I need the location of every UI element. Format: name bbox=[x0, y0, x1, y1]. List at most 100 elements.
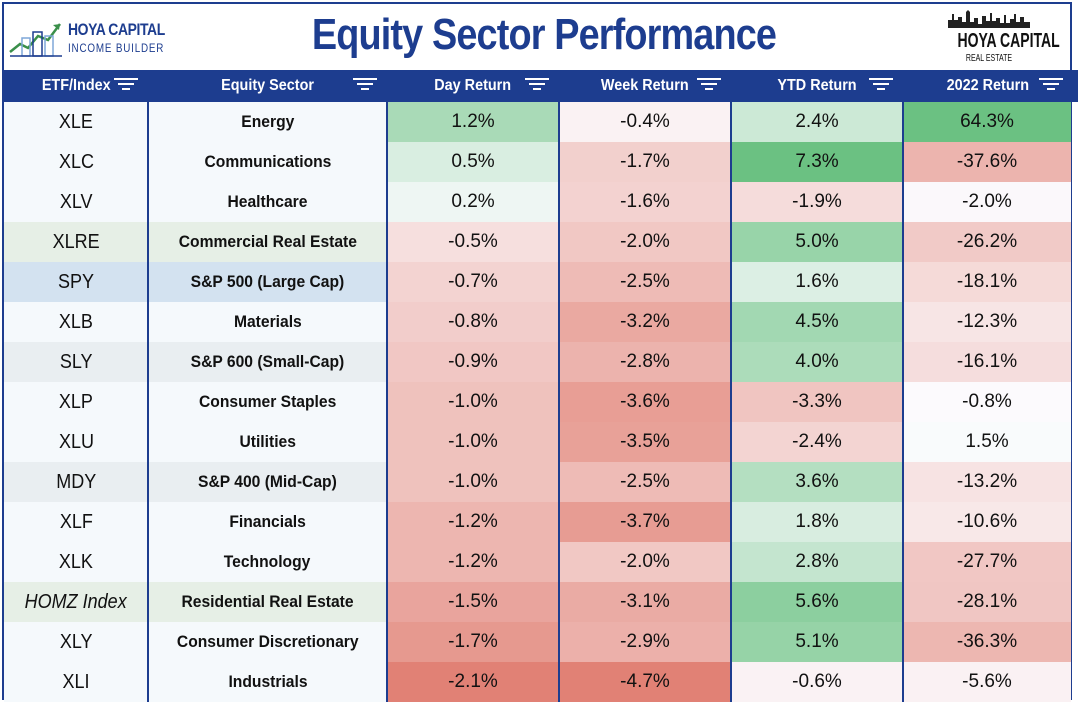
cell-text: Consumer Staples bbox=[198, 392, 337, 411]
cell-y2022: -16.1% bbox=[903, 342, 1071, 382]
cell-y2022: -5.6% bbox=[903, 662, 1071, 702]
cell-etf: XLY bbox=[4, 622, 148, 662]
cell-ytd: 1.6% bbox=[731, 262, 903, 302]
table-row: SLY S&P 600 (Small-Cap) -0.9% -2.8% 4.0% -16.… bbox=[4, 342, 1071, 382]
cell-etf: XLV bbox=[4, 182, 148, 222]
cell-week: -1.7% bbox=[559, 142, 731, 182]
cell-ytd: -2.4% bbox=[731, 422, 903, 462]
column-header-label: YTD Return bbox=[777, 77, 857, 94]
cell-etf: XLP bbox=[4, 382, 148, 422]
cell-text: XLRE bbox=[52, 230, 100, 253]
cell-etf: XLU bbox=[4, 422, 148, 462]
column-header-etf[interactable]: ETF/Index bbox=[4, 72, 148, 100]
cell-text: -2.8% bbox=[620, 351, 670, 372]
column-header-label: 2022 Return bbox=[946, 77, 1030, 94]
cell-text: -0.8% bbox=[962, 391, 1012, 412]
cell-sector: S&P 600 (Small-Cap) bbox=[148, 342, 387, 382]
filter-icon[interactable] bbox=[869, 78, 893, 94]
cell-y2022: -36.3% bbox=[903, 622, 1071, 662]
table-row: XLU Utilities -1.0% -3.5% -2.4% 1.5% bbox=[4, 422, 1071, 462]
cell-text: XLU bbox=[58, 430, 94, 453]
cell-week: -1.6% bbox=[559, 182, 731, 222]
cell-text: 0.2% bbox=[451, 191, 495, 212]
cell-text: Materials bbox=[233, 312, 302, 331]
cell-y2022: -12.3% bbox=[903, 302, 1071, 342]
cell-text: MDY bbox=[55, 470, 96, 493]
cell-week: -4.7% bbox=[559, 662, 731, 702]
cell-etf: MDY bbox=[4, 462, 148, 502]
cell-sector: Residential Real Estate bbox=[148, 582, 387, 622]
cell-text: -13.2% bbox=[956, 471, 1018, 492]
table-row: XLI Industrials -2.1% -4.7% -0.6% -5.6% bbox=[4, 662, 1071, 702]
cell-text: -1.0% bbox=[448, 431, 498, 452]
cell-ytd: 1.8% bbox=[731, 502, 903, 542]
hoya-real-estate-logo: HOYA CAPITAL REAL ESTATE bbox=[944, 10, 1060, 68]
column-header-week[interactable]: Week Return bbox=[559, 72, 731, 100]
filter-icon[interactable] bbox=[353, 78, 377, 94]
cell-text: -2.4% bbox=[792, 431, 842, 452]
cell-text: -5.6% bbox=[962, 671, 1012, 692]
cell-day: -0.8% bbox=[387, 302, 559, 342]
cell-text: -3.7% bbox=[620, 511, 670, 532]
cell-etf: SLY bbox=[4, 342, 148, 382]
cell-sector: Healthcare bbox=[148, 182, 387, 222]
cell-text: -36.3% bbox=[956, 631, 1018, 652]
filter-icon[interactable] bbox=[114, 78, 138, 94]
cell-sector: Technology bbox=[148, 542, 387, 582]
cell-text: -0.9% bbox=[448, 351, 498, 372]
filter-icon[interactable] bbox=[1039, 78, 1063, 94]
cell-week: -0.4% bbox=[559, 102, 731, 142]
column-divider bbox=[730, 102, 732, 702]
cell-day: -1.0% bbox=[387, 462, 559, 502]
column-header-ytd[interactable]: YTD Return bbox=[731, 72, 903, 100]
column-header-sector[interactable]: Equity Sector bbox=[148, 72, 387, 100]
cell-sector: Energy bbox=[148, 102, 387, 142]
cell-sector: S&P 400 (Mid-Cap) bbox=[148, 462, 387, 502]
cell-text: XLE bbox=[58, 110, 94, 133]
cell-y2022: -0.8% bbox=[903, 382, 1071, 422]
cell-y2022: -2.0% bbox=[903, 182, 1071, 222]
cell-text: -0.6% bbox=[792, 671, 842, 692]
cell-text: -1.2% bbox=[448, 511, 498, 532]
cell-text: S&P 400 (Mid-Cap) bbox=[198, 472, 337, 491]
filter-icon[interactable] bbox=[697, 78, 721, 94]
cell-text: 2.4% bbox=[795, 111, 839, 132]
column-header-day[interactable]: Day Return bbox=[387, 72, 559, 100]
cell-ytd: -1.9% bbox=[731, 182, 903, 222]
cell-day: -1.0% bbox=[387, 422, 559, 462]
cell-week: -2.9% bbox=[559, 622, 731, 662]
cell-y2022: -18.1% bbox=[903, 262, 1071, 302]
cell-text: 5.6% bbox=[795, 591, 839, 612]
cell-text: XLY bbox=[59, 630, 93, 653]
cell-text: XLP bbox=[58, 390, 94, 413]
cell-week: -3.2% bbox=[559, 302, 731, 342]
table-row: XLB Materials -0.8% -3.2% 4.5% -12.3% bbox=[4, 302, 1071, 342]
cell-day: -1.7% bbox=[387, 622, 559, 662]
cell-sector: Consumer Discretionary bbox=[148, 622, 387, 662]
cell-y2022: 1.5% bbox=[903, 422, 1071, 462]
logo-left-line1: HOYA CAPITAL bbox=[68, 20, 165, 39]
cell-sector: Financials bbox=[148, 502, 387, 542]
cell-text: SLY bbox=[59, 350, 93, 373]
filter-icon[interactable] bbox=[525, 78, 549, 94]
cell-text: Commercial Real Estate bbox=[178, 232, 357, 251]
cell-text: -3.6% bbox=[620, 391, 670, 412]
cell-sector: Commercial Real Estate bbox=[148, 222, 387, 262]
cell-text: -2.9% bbox=[620, 631, 670, 652]
cell-text: -3.5% bbox=[620, 431, 670, 452]
cell-sector: Utilities bbox=[148, 422, 387, 462]
column-header-2022[interactable]: 2022 Return bbox=[903, 72, 1073, 100]
cell-day: -1.2% bbox=[387, 502, 559, 542]
cell-text: -4.7% bbox=[620, 671, 670, 692]
cell-sector: Communications bbox=[148, 142, 387, 182]
table-row: XLV Healthcare 0.2% -1.6% -1.9% -2.0% bbox=[4, 182, 1071, 222]
cell-text: 5.0% bbox=[795, 231, 839, 252]
cell-text: 64.3% bbox=[960, 111, 1014, 132]
cell-text: -2.5% bbox=[620, 271, 670, 292]
cell-day: 1.2% bbox=[387, 102, 559, 142]
cell-text: -2.0% bbox=[620, 551, 670, 572]
cell-text: -1.0% bbox=[448, 391, 498, 412]
column-header-label: ETF/Index bbox=[41, 77, 111, 94]
cell-text: -3.3% bbox=[792, 391, 842, 412]
